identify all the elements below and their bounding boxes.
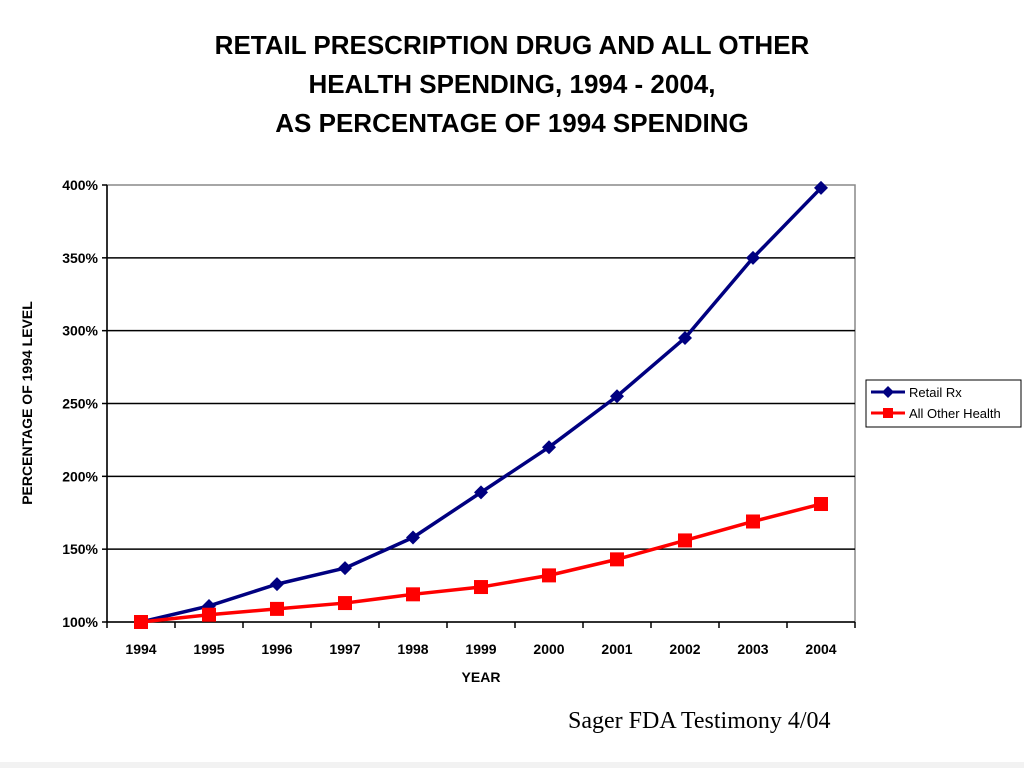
data-point-retail-rx <box>610 389 624 404</box>
data-point-all-other-health <box>474 580 488 595</box>
series-all-other-health <box>134 497 828 629</box>
data-point-retail-rx <box>746 250 760 265</box>
y-tick-label: 150% <box>62 541 98 557</box>
data-point-all-other-health <box>202 607 216 622</box>
source-note: Sager FDA Testimony 4/04 <box>568 708 831 734</box>
x-tick-label: 2000 <box>533 641 564 657</box>
x-tick-label: 1996 <box>261 641 292 657</box>
data-point-retail-rx <box>338 561 352 576</box>
x-tick-label: 2004 <box>805 641 836 657</box>
title-line-1: RETAIL PRESCRIPTION DRUG AND ALL OTHER <box>214 30 810 60</box>
data-point-all-other-health <box>270 601 284 616</box>
data-point-retail-rx <box>406 530 420 545</box>
x-axis-ticks: 1994 1995 1996 1997 1998 1999 2000 2001 2002 2003… <box>106 622 856 657</box>
y-tick-label: 250% <box>62 396 98 412</box>
data-point-retail-rx <box>474 485 488 500</box>
x-tick-label: 2002 <box>669 641 700 657</box>
legend-label-all-other-health: All Other Health <box>909 406 1001 421</box>
title-line-3: AS PERCENTAGE OF 1994 SPENDING <box>275 108 749 138</box>
data-point-retail-rx <box>678 330 692 345</box>
data-point-all-other-health <box>678 533 692 548</box>
title-line-2: HEALTH SPENDING, 1994 - 2004, <box>308 69 716 99</box>
y-tick-label: 400% <box>62 177 98 193</box>
x-tick-label: 1994 <box>125 641 156 657</box>
legend-marker-all-other-health <box>883 408 893 418</box>
legend-marker-retail-rx <box>882 386 894 398</box>
series <box>134 180 828 629</box>
data-point-all-other-health <box>338 596 352 611</box>
x-tick-label: 1998 <box>397 641 428 657</box>
x-tick-label: 1995 <box>193 641 224 657</box>
x-tick-label: 1999 <box>465 641 496 657</box>
y-tick-label: 200% <box>62 468 98 484</box>
legend: Retail Rx All Other Health <box>865 379 1022 428</box>
data-point-all-other-health <box>542 568 556 583</box>
x-tick-label: 2001 <box>601 641 632 657</box>
data-point-all-other-health <box>610 552 624 567</box>
slide-title: RETAIL PRESCRIPTION DRUG AND ALL OTHER H… <box>0 26 1024 143</box>
y-axis-title: PERCENTAGE OF 1994 LEVEL <box>19 301 35 505</box>
y-tick-label: 100% <box>62 614 98 630</box>
y-tick-label: 300% <box>62 323 98 339</box>
gridlines <box>107 257 855 550</box>
data-point-retail-rx <box>814 180 828 195</box>
x-tick-label: 2003 <box>737 641 768 657</box>
data-point-retail-rx <box>270 577 284 592</box>
bottom-rule <box>0 762 1024 768</box>
data-point-all-other-health <box>814 497 828 512</box>
y-tick-label: 350% <box>62 250 98 266</box>
y-axis-ticks: 100% 150% 200% 250% 300% 350% 400% <box>62 177 107 630</box>
legend-label-retail-rx: Retail Rx <box>909 385 962 400</box>
data-point-all-other-health <box>746 514 760 529</box>
x-tick-label: 1997 <box>329 641 360 657</box>
data-point-all-other-health <box>406 587 420 602</box>
data-point-retail-rx <box>542 440 556 455</box>
legend-box <box>865 379 1022 428</box>
data-point-all-other-health <box>134 615 148 629</box>
x-axis-title: YEAR <box>462 669 501 685</box>
